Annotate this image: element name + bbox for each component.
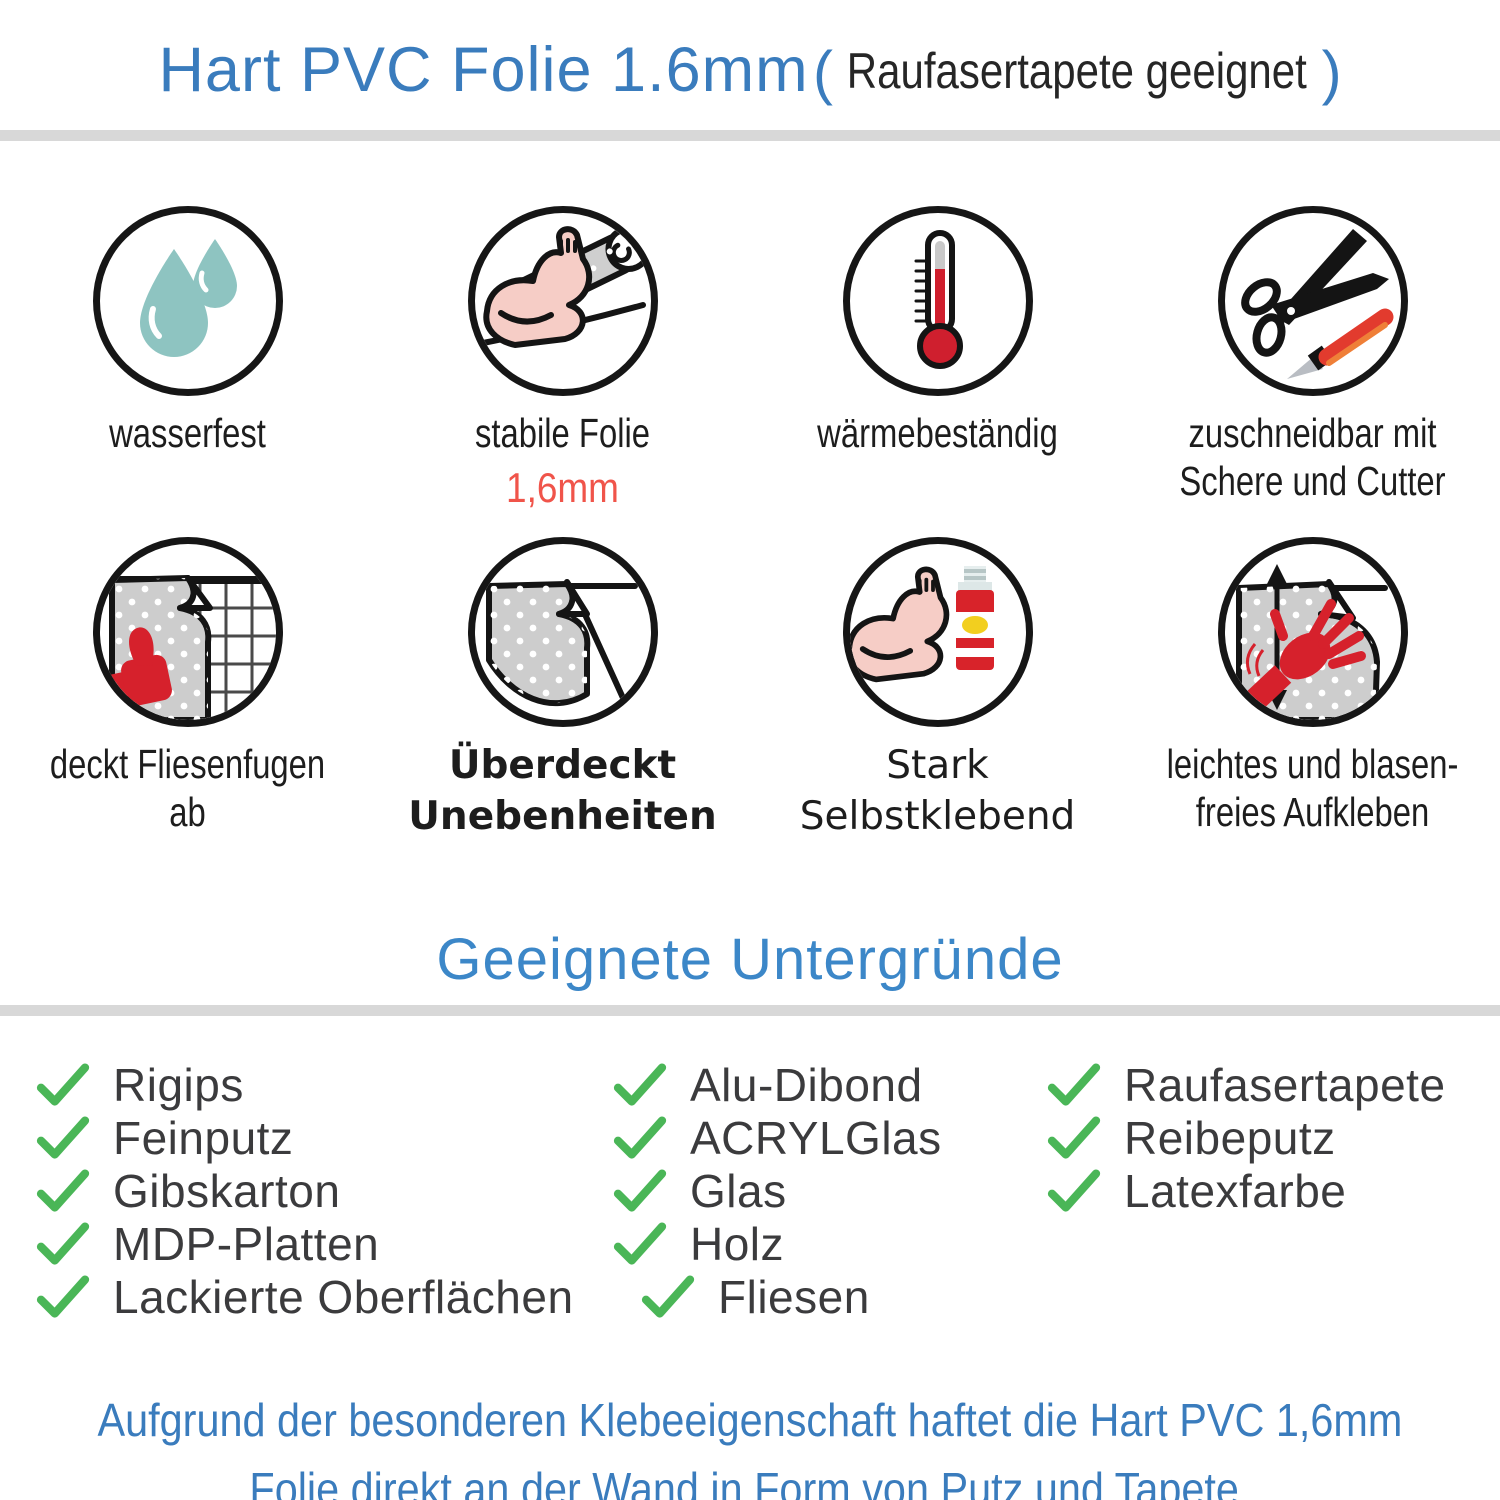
list-item: Glas bbox=[612, 1164, 942, 1217]
check-icon bbox=[36, 1274, 90, 1318]
feature-wasserfest: wasserfest bbox=[0, 206, 375, 512]
check-icon bbox=[641, 1274, 695, 1318]
check-icon bbox=[36, 1168, 90, 1212]
page-title: Hart PVC Folie 1.6mm ( Raufasertapete ge… bbox=[0, 34, 1500, 107]
surface-label: Raufasertapete bbox=[1124, 1058, 1446, 1111]
list-item: Feinputz bbox=[35, 1111, 574, 1164]
surface-label: Lackierte Oberflächen bbox=[113, 1270, 574, 1323]
footer-note-line2: Folie direkt an der Wand in Form von Put… bbox=[249, 1463, 1251, 1500]
surface-column-1: Rigips Feinputz Gibskarton MDP-Platten L… bbox=[35, 1058, 574, 1323]
surface-column-3: Raufasertapete Reibeputz Latexfarbe bbox=[1046, 1058, 1446, 1217]
thermometer-icon bbox=[842, 206, 1033, 396]
list-item: Holz bbox=[612, 1217, 942, 1270]
surface-label: Gibskarton bbox=[113, 1164, 341, 1217]
list-item: Rigips bbox=[35, 1058, 574, 1111]
feature-zuschneidbar: zuschneidbar mit Schere und Cutter bbox=[1125, 206, 1500, 512]
surface-label: Feinputz bbox=[113, 1111, 294, 1164]
list-item: Raufasertapete bbox=[1046, 1058, 1446, 1111]
foil-covers-icon bbox=[467, 537, 658, 727]
check-icon bbox=[613, 1062, 667, 1106]
list-item: ACRYLGlas bbox=[612, 1111, 942, 1164]
water-drops-icon bbox=[92, 206, 283, 396]
list-item: Fliesen bbox=[640, 1270, 942, 1323]
hand-smoothing-icon bbox=[1217, 537, 1408, 727]
feature-selbstklebend: Stark Selbstklebend bbox=[750, 537, 1125, 842]
surface-label: Reibeputz bbox=[1124, 1111, 1336, 1164]
check-icon bbox=[613, 1168, 667, 1212]
thumb-up-tiles-icon bbox=[92, 537, 283, 727]
feature-label: leichtes und blasen- freies Aufkleben bbox=[1166, 741, 1459, 835]
check-icon bbox=[613, 1221, 667, 1265]
title-paren-open: ( bbox=[813, 39, 834, 106]
surface-label: Fliesen bbox=[718, 1270, 870, 1323]
footer-note: Aufgrund der besonderen Klebeeigenschaft… bbox=[0, 1386, 1500, 1500]
surface-label: ACRYLGlas bbox=[690, 1111, 942, 1164]
check-icon bbox=[36, 1221, 90, 1265]
list-item: Alu-Dibond bbox=[612, 1058, 942, 1111]
check-icon bbox=[36, 1062, 90, 1106]
feature-label: zuschneidbar mit Schere und Cutter bbox=[1179, 410, 1446, 504]
surface-label: MDP-Platten bbox=[113, 1217, 380, 1270]
check-icon bbox=[1047, 1168, 1101, 1212]
feature-label: Überdeckt Unebenheiten bbox=[408, 743, 717, 839]
feature-waermebestaendig: wärmebeständig bbox=[750, 206, 1125, 512]
feature-label: Stark Selbstklebend bbox=[799, 743, 1076, 839]
list-item: Gibskarton bbox=[35, 1164, 574, 1217]
feature-label: wasserfest bbox=[109, 410, 266, 456]
feature-row-2: deckt Fliesenfugen ab bbox=[0, 537, 1500, 842]
strong-arm-foil-icon bbox=[467, 206, 658, 396]
list-item: Reibeputz bbox=[1046, 1111, 1446, 1164]
list-item: Lackierte Oberflächen bbox=[35, 1270, 574, 1323]
check-icon bbox=[613, 1115, 667, 1159]
divider bbox=[0, 130, 1500, 141]
divider bbox=[0, 1005, 1500, 1016]
title-main: Hart PVC Folie 1.6mm bbox=[158, 35, 809, 105]
feature-aufkleben: leichtes und blasen- freies Aufkleben bbox=[1125, 537, 1500, 842]
feature-label: deckt Fliesenfugen ab bbox=[49, 741, 326, 835]
surface-label: Glas bbox=[690, 1164, 787, 1217]
feature-sub-label: 1,6mm bbox=[506, 463, 619, 511]
check-icon bbox=[1047, 1115, 1101, 1159]
list-item: Latexfarbe bbox=[1046, 1164, 1446, 1217]
feature-fliesenfugen: deckt Fliesenfugen ab bbox=[0, 537, 375, 842]
footer-note-line1: Aufgrund der besonderen Klebeeigenschaft… bbox=[97, 1394, 1403, 1446]
feature-row-1: wasserfest bbox=[0, 206, 1500, 512]
surface-label: Alu-Dibond bbox=[690, 1058, 923, 1111]
title-paren-close: ) bbox=[1321, 39, 1342, 106]
check-icon bbox=[1047, 1062, 1101, 1106]
check-icon bbox=[36, 1115, 90, 1159]
arm-glue-tube-icon bbox=[842, 537, 1033, 727]
scissors-cutter-icon bbox=[1217, 206, 1408, 396]
list-item: MDP-Platten bbox=[35, 1217, 574, 1270]
feature-unebenheiten: Überdeckt Unebenheiten bbox=[375, 537, 750, 842]
feature-label: wärmebeständig bbox=[817, 410, 1058, 456]
section-heading: Geeignete Untergründe bbox=[436, 927, 1064, 992]
feature-stabile-folie: stabile Folie 1,6mm bbox=[375, 206, 750, 512]
surface-column-2: Alu-Dibond ACRYLGlas Glas Holz Fliesen bbox=[612, 1058, 942, 1323]
surface-label: Rigips bbox=[113, 1058, 244, 1111]
surface-label: Latexfarbe bbox=[1124, 1164, 1347, 1217]
title-subtitle: Raufasertapete geeignet bbox=[847, 43, 1308, 99]
feature-label: stabile Folie bbox=[474, 410, 651, 456]
surface-label: Holz bbox=[690, 1217, 785, 1270]
